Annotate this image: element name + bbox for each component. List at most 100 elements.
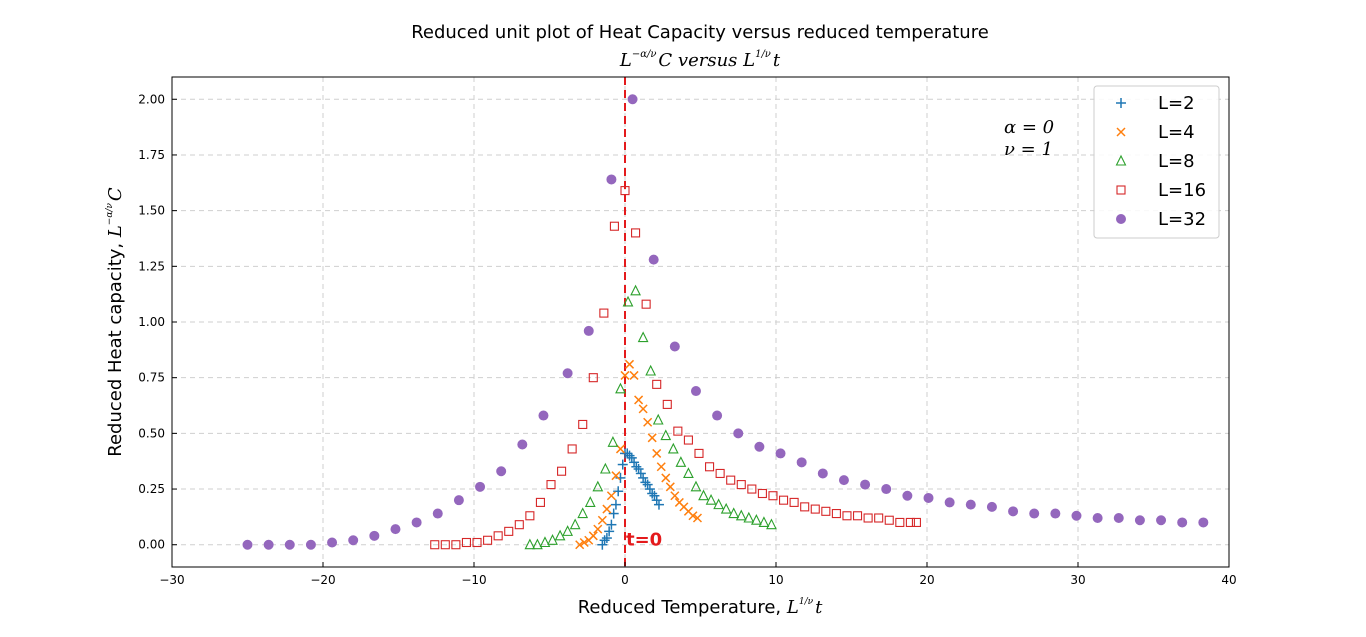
alpha-annotation: α = 0 — [1004, 117, 1054, 138]
data-point — [242, 539, 253, 550]
legend-label: L=8 — [1158, 151, 1195, 172]
data-point — [606, 491, 616, 501]
data-point — [546, 480, 556, 490]
data-point — [640, 477, 651, 488]
nu-annotation: ν = 1 — [1004, 139, 1053, 160]
data-point — [599, 308, 609, 318]
data-point — [613, 486, 624, 497]
y-tick-label: 0.00 — [138, 538, 165, 552]
subtitle-var: L — [619, 50, 632, 71]
data-point — [860, 479, 871, 490]
data-point — [631, 228, 641, 238]
data-point — [647, 488, 658, 499]
data-point — [601, 533, 612, 544]
data-point — [656, 462, 666, 472]
data-point — [475, 481, 486, 492]
data-point — [690, 386, 701, 397]
x-axis-label-exp: 1/ν — [799, 597, 814, 607]
chart-subtitle: L−α/ν C versus L1/ν t — [619, 49, 781, 71]
data-point — [592, 480, 604, 492]
data-point — [902, 490, 913, 501]
series-l8 — [524, 284, 777, 550]
data-point — [694, 448, 704, 458]
data-point — [743, 511, 755, 523]
data-point — [669, 341, 680, 352]
data-point — [514, 520, 524, 530]
data-point — [633, 464, 644, 474]
data-point — [411, 517, 422, 528]
data-point — [768, 491, 778, 501]
data-point — [634, 395, 644, 405]
legend-item: L=32 — [1116, 209, 1206, 230]
y-tick-label: 1.00 — [138, 315, 165, 329]
data-point — [1029, 508, 1040, 519]
data-point — [817, 468, 828, 479]
y-tick-label: 1.50 — [138, 204, 165, 218]
data-point — [642, 479, 653, 490]
data-point — [705, 493, 717, 505]
x-axis-label: Reduced Temperature, L1/ν t — [578, 597, 823, 618]
data-points — [242, 94, 1209, 550]
data-point — [606, 174, 617, 185]
data-point — [649, 490, 660, 501]
grid-lines — [172, 77, 1229, 567]
data-point — [539, 536, 551, 548]
data-point — [675, 456, 687, 467]
data-point — [652, 448, 662, 458]
y-axis-label-post: C — [105, 187, 126, 201]
data-point — [821, 506, 831, 516]
data-point — [661, 473, 671, 483]
data-point — [615, 382, 626, 394]
data-point — [588, 531, 598, 541]
legend-marker — [1116, 185, 1126, 195]
x-tick-label: 30 — [1070, 573, 1085, 587]
data-point — [660, 429, 672, 441]
data-point — [440, 540, 450, 550]
legend-item: L=8 — [1115, 151, 1195, 172]
data-point — [1008, 506, 1019, 517]
data-point — [606, 519, 617, 530]
data-point — [390, 524, 401, 535]
data-point — [831, 508, 841, 519]
data-point — [532, 538, 543, 550]
data-point — [810, 504, 820, 514]
data-point — [705, 462, 715, 472]
data-point — [535, 497, 545, 507]
data-point — [715, 468, 725, 479]
legend-item: L=4 — [1116, 122, 1195, 143]
legend-label: L=4 — [1158, 122, 1195, 143]
data-point — [609, 221, 619, 231]
data-point — [736, 480, 746, 490]
data-point — [881, 484, 892, 495]
x-tick-label: 20 — [919, 573, 934, 587]
data-point — [620, 370, 630, 380]
data-point — [698, 489, 709, 501]
y-tick-label: 0.50 — [138, 426, 165, 440]
subtitle-exp: −α/ν — [632, 49, 657, 60]
series-l16 — [430, 186, 921, 550]
data-point — [726, 475, 736, 485]
data-point — [651, 495, 662, 506]
data-point — [577, 507, 589, 519]
data-point — [284, 539, 295, 550]
data-point — [670, 491, 680, 501]
data-point — [453, 495, 464, 506]
data-point — [369, 530, 380, 541]
data-point — [911, 517, 921, 528]
data-point — [472, 537, 482, 548]
data-point — [583, 325, 594, 336]
data-point — [1134, 515, 1145, 526]
data-point — [525, 511, 535, 521]
subtitle-var2: L — [742, 50, 755, 71]
data-point — [750, 513, 762, 525]
data-point — [728, 507, 740, 519]
data-point — [562, 368, 573, 379]
x-tick-label: −20 — [310, 573, 335, 587]
y-tick-label: 2.00 — [138, 92, 165, 106]
data-point — [493, 531, 503, 541]
data-point — [644, 484, 655, 495]
y-axis-label-text: Reduced Heat capacity, — [105, 237, 126, 457]
data-point — [607, 436, 619, 447]
data-point — [796, 457, 807, 468]
